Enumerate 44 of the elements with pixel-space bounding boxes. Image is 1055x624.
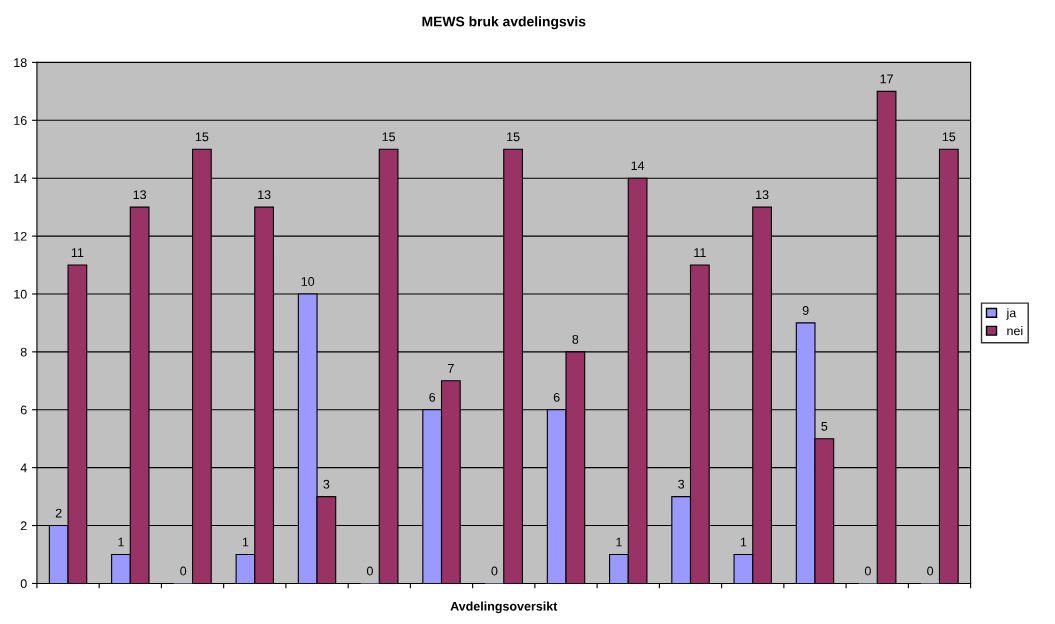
y-tick-label: 10 — [14, 289, 27, 299]
y-tick-label: 14 — [14, 174, 27, 183]
data-label: 15 — [195, 132, 209, 142]
y-tick-label: 0 — [20, 579, 27, 589]
data-label: 1 — [616, 537, 622, 547]
data-label: 11 — [71, 248, 84, 257]
y-tick-label: 16 — [14, 116, 27, 125]
y-tick-label: 4 — [20, 463, 27, 473]
data-label: 10 — [301, 277, 315, 286]
data-label: 15 — [507, 132, 520, 142]
y-tick-label: 12 — [14, 231, 27, 241]
data-label: 17 — [880, 74, 893, 84]
data-label: 13 — [258, 190, 271, 200]
y-tick-label: 18 — [14, 58, 27, 68]
data-label: 1 — [740, 537, 747, 547]
data-label: 0 — [180, 566, 187, 576]
data-label: 11 — [694, 248, 706, 257]
data-label: 6 — [429, 392, 436, 402]
legend-label: nei — [1007, 326, 1023, 336]
data-label: 6 — [553, 392, 560, 402]
data-label: 9 — [802, 306, 809, 315]
data-label: 0 — [864, 566, 871, 576]
legend-label: ja — [1006, 308, 1017, 320]
data-label: 0 — [366, 566, 373, 576]
data-label: 13 — [756, 190, 769, 200]
data-label: 0 — [491, 566, 498, 576]
data-label: 8 — [572, 334, 579, 344]
data-label: 1 — [242, 537, 249, 547]
y-tick-label: 8 — [20, 347, 27, 357]
data-label: 0 — [927, 566, 934, 576]
data-label: 3 — [678, 479, 685, 489]
y-tick-label: 6 — [20, 405, 27, 415]
y-tick-label: 2 — [20, 521, 27, 531]
data-label: 2 — [55, 508, 62, 518]
data-label: 5 — [821, 421, 828, 431]
data-label: 7 — [448, 364, 454, 373]
data-label: 15 — [942, 132, 956, 142]
data-label: 13 — [133, 190, 147, 200]
data-label: 1 — [118, 537, 124, 547]
chart-title: MEWS bruk avdelingsvis — [422, 16, 586, 30]
data-label: 15 — [382, 132, 396, 142]
x-axis-title: Avdelingsoversikt — [450, 601, 558, 614]
data-label: 14 — [631, 161, 645, 171]
data-label: 3 — [323, 479, 330, 489]
